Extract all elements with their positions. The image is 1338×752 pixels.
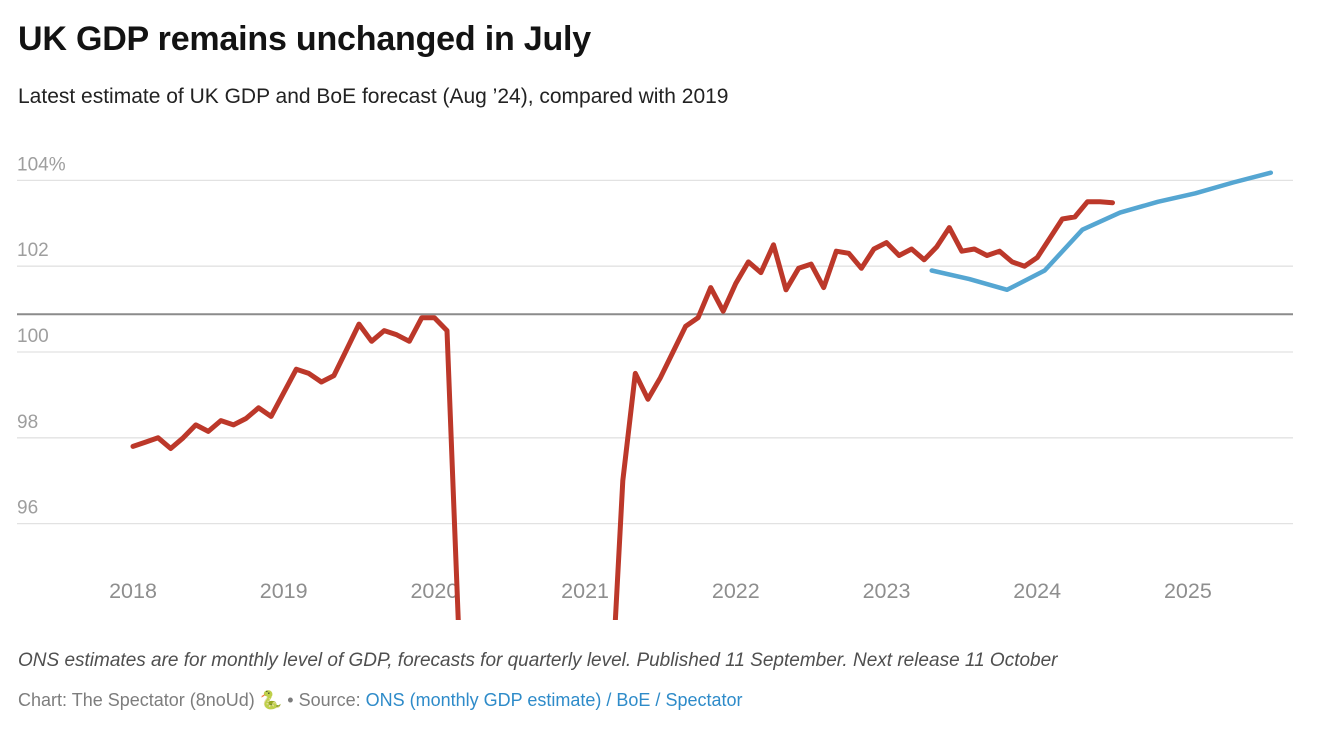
y-tick-label: 104% — [17, 154, 66, 175]
byline: Chart: The Spectator (8noUd) 🐍 • Source:… — [18, 690, 742, 711]
forecast-line — [929, 170, 1274, 293]
y-tick-label: 100 — [17, 326, 49, 347]
x-axis-labels: 2018 2019 2020 2021 2022 2023 2024 2025 — [109, 579, 1212, 603]
series-lines — [130, 170, 1274, 620]
byline-separator: • — [287, 690, 294, 710]
source-link[interactable]: Spectator — [665, 690, 743, 710]
x-tick-label: 2018 — [109, 579, 157, 603]
x-tick-label: 2025 — [1164, 579, 1212, 603]
page-title: UK GDP remains unchanged in July — [18, 20, 591, 58]
byline-attribution: Chart: The Spectator (8noUd) — [18, 690, 255, 710]
x-tick-label: 2021 — [561, 579, 609, 603]
y-tick-label: 98 — [17, 412, 38, 433]
source-label: Source: — [298, 690, 361, 710]
source-links: ONS (monthly GDP estimate) / BoE / Spect… — [365, 690, 743, 710]
x-tick-label: 2019 — [260, 579, 308, 603]
gdp-line — [130, 199, 1115, 620]
source-link[interactable]: BoE — [616, 690, 651, 710]
footnote: ONS estimates are for monthly level of G… — [18, 650, 1058, 671]
x-tick-label: 2022 — [712, 579, 760, 603]
y-axis-labels: 96 98 100 102 104% — [17, 154, 66, 518]
source-link[interactable]: ONS (monthly GDP estimate) — [365, 690, 602, 710]
x-tick-label: 2024 — [1013, 579, 1061, 603]
y-tick-label: 102 — [17, 240, 49, 261]
x-tick-label: 2023 — [863, 579, 911, 603]
y-tick-label: 96 — [17, 498, 38, 519]
x-tick-label: 2020 — [410, 579, 458, 603]
snake-emoji-icon: 🐍 — [259, 690, 283, 710]
page-subtitle: Latest estimate of UK GDP and BoE foreca… — [18, 85, 729, 108]
gridlines — [17, 179, 1293, 525]
